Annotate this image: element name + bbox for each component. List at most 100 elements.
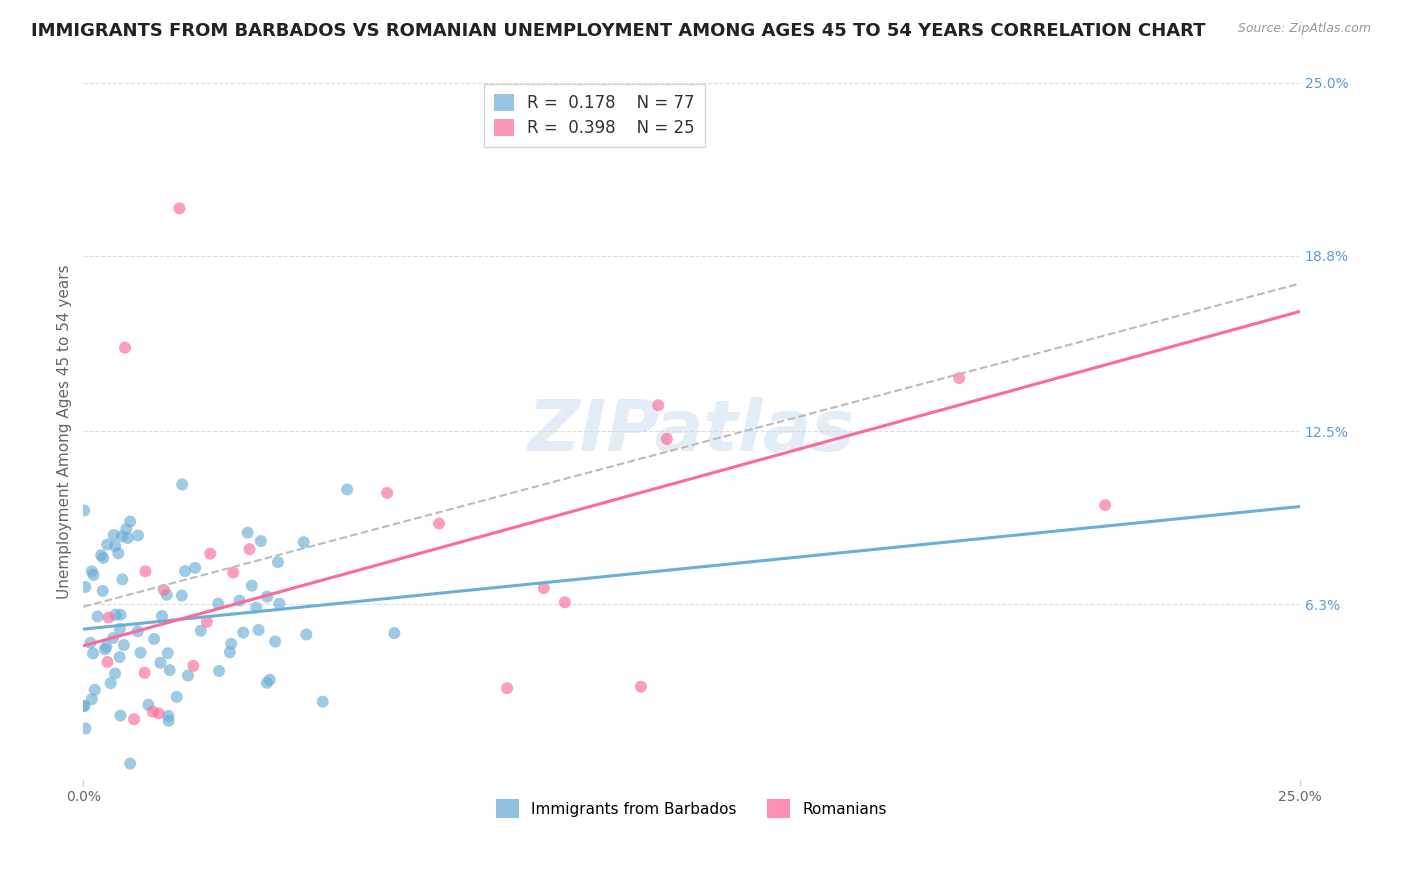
Point: [375, 486, 398, 500]
Point: [127, 528, 149, 542]
Point: [148, 706, 170, 721]
Point: [174, 564, 197, 578]
Point: [97, 610, 120, 624]
Point: [183, 658, 205, 673]
Point: [208, 664, 231, 678]
Point: [104, 539, 127, 553]
Point: [114, 341, 136, 355]
Point: [120, 756, 142, 771]
Point: [115, 522, 138, 536]
Point: [111, 529, 134, 543]
Point: [222, 566, 245, 580]
Text: IMMIGRANTS FROM BARBADOS VS ROMANIAN UNEMPLOYMENT AMONG AGES 45 TO 54 YEARS CORR: IMMIGRANTS FROM BARBADOS VS ROMANIAN UNE…: [31, 22, 1205, 40]
Point: [149, 656, 172, 670]
Point: [152, 582, 174, 597]
Point: [218, 645, 240, 659]
Point: [112, 638, 135, 652]
Point: [247, 623, 270, 637]
Point: [157, 714, 180, 728]
Point: [96, 640, 118, 654]
Point: [83, 682, 105, 697]
Point: [72, 699, 94, 714]
Point: [190, 624, 212, 638]
Point: [159, 663, 181, 677]
Point: [207, 597, 229, 611]
Point: [238, 542, 260, 557]
Point: [122, 712, 145, 726]
Point: [127, 624, 149, 639]
Legend: Immigrants from Barbados, Romanians: Immigrants from Barbados, Romanians: [491, 793, 893, 824]
Point: [91, 550, 114, 565]
Point: [110, 708, 132, 723]
Point: [91, 583, 114, 598]
Point: [136, 698, 159, 712]
Point: [184, 561, 207, 575]
Point: [104, 666, 127, 681]
Point: [134, 565, 156, 579]
Point: [948, 371, 970, 385]
Point: [382, 626, 405, 640]
Point: [219, 637, 242, 651]
Point: [73, 698, 96, 713]
Point: [143, 632, 166, 646]
Point: [86, 609, 108, 624]
Point: [250, 534, 273, 549]
Point: [134, 665, 156, 680]
Point: [630, 680, 652, 694]
Point: [177, 668, 200, 682]
Point: [111, 572, 134, 586]
Point: [96, 537, 118, 551]
Point: [142, 705, 165, 719]
Point: [269, 597, 291, 611]
Point: [336, 483, 359, 497]
Point: [82, 646, 104, 660]
Point: [129, 646, 152, 660]
Text: ZIPatlas: ZIPatlas: [527, 397, 855, 466]
Point: [117, 531, 139, 545]
Point: [236, 525, 259, 540]
Point: [292, 535, 315, 549]
Point: [264, 634, 287, 648]
Y-axis label: Unemployment Among Ages 45 to 54 years: Unemployment Among Ages 45 to 54 years: [58, 264, 72, 599]
Point: [655, 432, 678, 446]
Point: [496, 681, 519, 696]
Point: [259, 673, 281, 687]
Point: [157, 709, 180, 723]
Point: [172, 477, 194, 491]
Point: [195, 615, 218, 629]
Point: [256, 675, 278, 690]
Point: [104, 607, 127, 622]
Point: [240, 579, 263, 593]
Point: [79, 636, 101, 650]
Point: [256, 590, 278, 604]
Point: [110, 607, 132, 622]
Point: [80, 692, 103, 706]
Point: [94, 642, 117, 657]
Point: [200, 547, 222, 561]
Point: [108, 650, 131, 665]
Point: [311, 695, 333, 709]
Point: [107, 546, 129, 560]
Point: [647, 398, 669, 412]
Point: [533, 581, 555, 595]
Point: [166, 690, 188, 704]
Point: [96, 655, 118, 669]
Point: [427, 516, 450, 531]
Point: [170, 589, 193, 603]
Point: [90, 549, 112, 563]
Point: [228, 593, 250, 607]
Point: [1094, 498, 1116, 512]
Point: [101, 631, 124, 645]
Point: [169, 202, 191, 216]
Point: [295, 627, 318, 641]
Point: [73, 503, 96, 517]
Point: [156, 646, 179, 660]
Point: [75, 580, 97, 594]
Point: [120, 515, 142, 529]
Point: [232, 625, 254, 640]
Point: [245, 600, 267, 615]
Point: [554, 595, 576, 609]
Point: [75, 722, 97, 736]
Point: [150, 609, 173, 624]
Point: [156, 588, 179, 602]
